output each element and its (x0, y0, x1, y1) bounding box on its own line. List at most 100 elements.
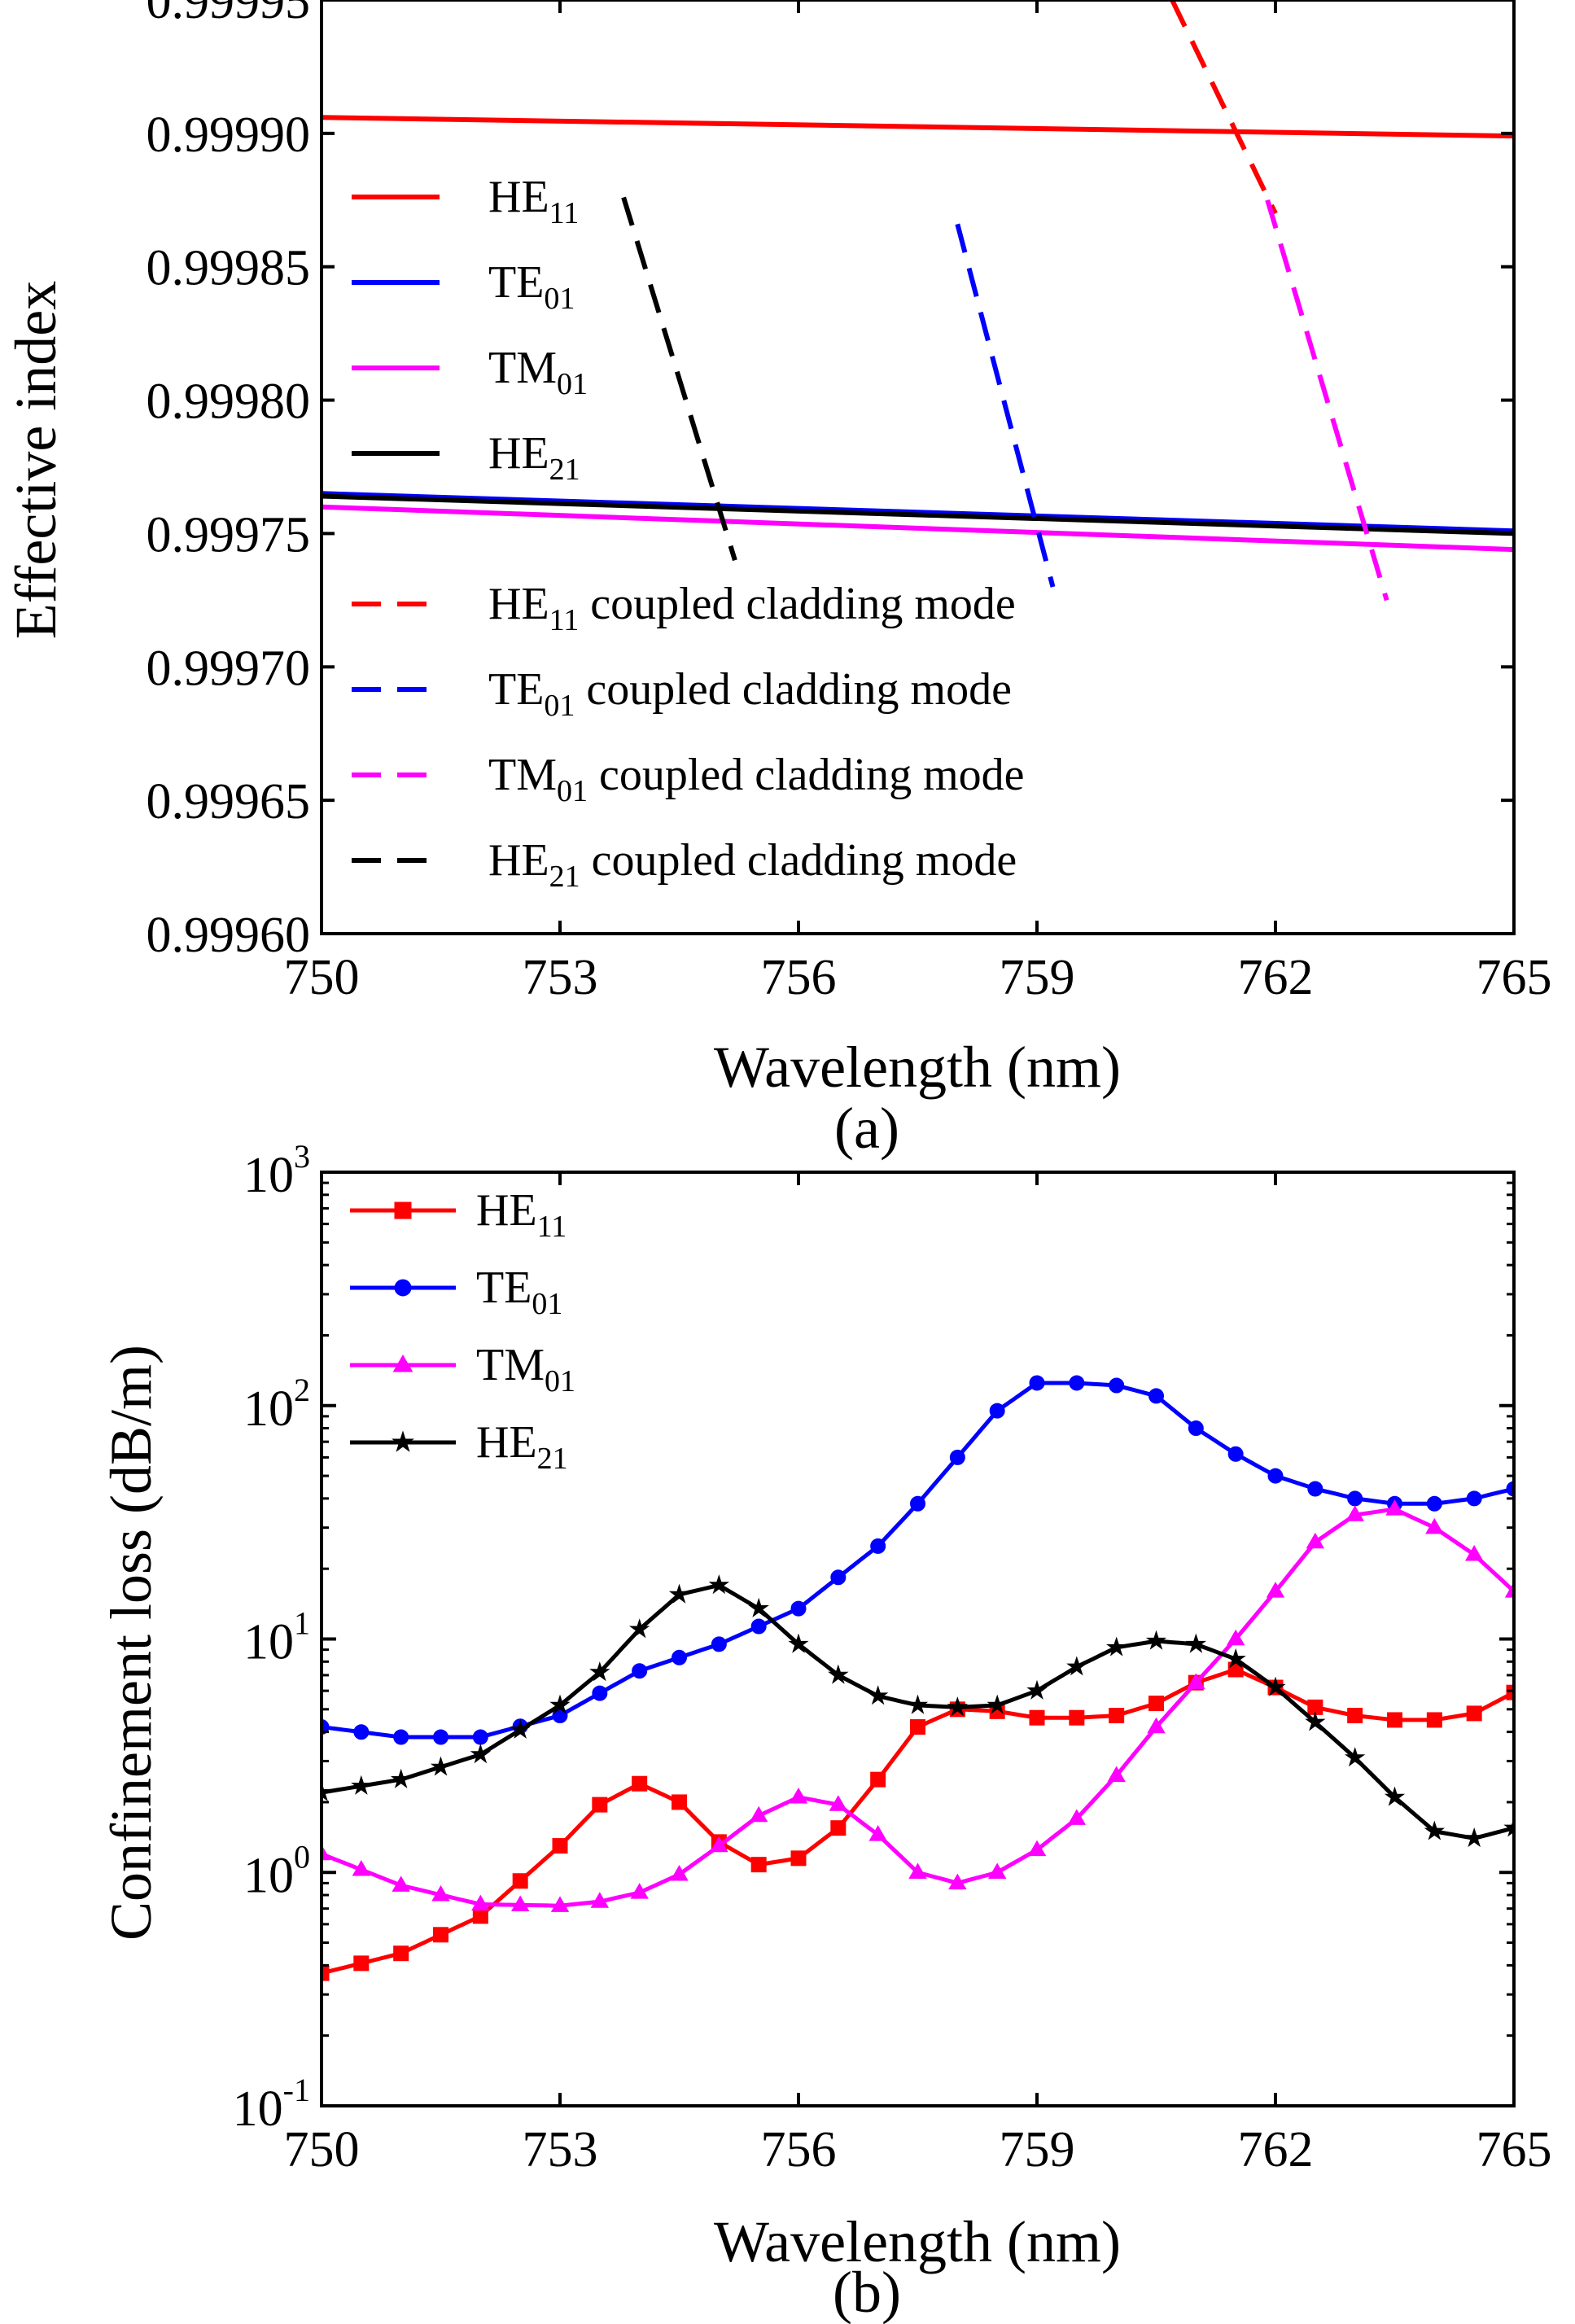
data-point (987, 1694, 1008, 1714)
data-point (1503, 1817, 1514, 1837)
data-point (322, 1965, 330, 1981)
data-point (632, 1663, 648, 1679)
data-point (1387, 1712, 1402, 1728)
panel-b-series-group (322, 1375, 1514, 1981)
data-point (828, 1664, 849, 1684)
panel-b-legend: HE11 TE01 TM01 HE21 (350, 1185, 575, 1476)
data-point (1185, 1633, 1207, 1653)
data-point (1385, 1499, 1404, 1516)
data-point (1188, 1420, 1204, 1437)
data-point (1148, 1696, 1164, 1712)
legend-label-0: HE11 (476, 1185, 567, 1244)
data-point (1029, 1375, 1045, 1391)
legend-label-6: TM01 coupled cladding mode (488, 750, 1025, 808)
data-point (353, 1955, 370, 1972)
data-point (1148, 1388, 1164, 1404)
data-point (788, 1633, 809, 1653)
data-point (322, 1719, 330, 1735)
data-point (512, 1873, 528, 1889)
data-point (1506, 1481, 1514, 1497)
panel-a-y-ticks: 0.99960 0.99965 0.99970 0.99975 0.99980 0.999… (147, 0, 1514, 963)
data-point (708, 1574, 730, 1595)
data-point (670, 1864, 689, 1881)
data-point (628, 1618, 650, 1639)
data-point (392, 1875, 410, 1892)
data-point (393, 1729, 409, 1745)
panel-b-label: (b) (833, 2260, 901, 2324)
data-point (750, 1857, 767, 1873)
series-markers-3 (322, 1574, 1514, 1848)
data-point (510, 1895, 530, 1912)
data-point (790, 1850, 807, 1867)
data-point (1506, 1684, 1514, 1700)
data-point (1265, 1676, 1286, 1696)
data-point (352, 1860, 371, 1876)
data-point (749, 1805, 768, 1823)
series-line-3 (322, 493, 1514, 536)
x-tick-label: 759 (1000, 2122, 1075, 2177)
data-point (1145, 1630, 1167, 1650)
y-tick-label: 101 (243, 1605, 310, 1670)
x-tick-label: 765 (1477, 2122, 1552, 2177)
data-point (949, 1449, 965, 1465)
panel-b-confinement-loss-chart: 750 753 756 759 762 765 10-1 100 101 102 103 HE11… (98, 1138, 1552, 2324)
data-point (1466, 1490, 1482, 1507)
data-point (790, 1600, 807, 1617)
legend-label-2: TM01 (476, 1340, 575, 1398)
x-tick-label: 750 (284, 2122, 360, 2177)
data-point (908, 1862, 927, 1879)
x-tick-label: 756 (761, 2122, 837, 2177)
data-point (549, 1694, 571, 1714)
data-point (829, 1795, 848, 1811)
data-point (1109, 1377, 1125, 1394)
data-point (1109, 1708, 1125, 1724)
data-point (592, 1685, 608, 1701)
data-point (1227, 1446, 1244, 1462)
data-point (870, 1771, 886, 1788)
data-point (552, 1838, 568, 1854)
data-point (1026, 1679, 1048, 1700)
data-point (907, 1694, 929, 1714)
panel-a-legend: HE11 TE01 TM01 HE21 HE11 coupled cladding mo… (352, 172, 1025, 894)
y-tick-label: 0.99980 (147, 374, 311, 430)
data-point (1306, 1532, 1325, 1549)
x-tick-label: 750 (284, 950, 360, 1005)
series-line-0 (322, 1667, 1514, 1976)
data-point (470, 1744, 492, 1764)
data-point (1225, 1648, 1246, 1669)
data-point (433, 1729, 448, 1745)
data-point (592, 1797, 608, 1813)
y-tick-label: 10-1 (233, 2072, 310, 2137)
series-line-6 (1265, 199, 1389, 602)
data-point (1066, 1656, 1087, 1676)
data-point (1347, 1490, 1363, 1507)
data-point (870, 1538, 886, 1554)
panel-a-x-ticks: 750 753 756 759 762 765 (284, 0, 1552, 1005)
data-point (1466, 1705, 1482, 1722)
legend-label-1: TE01 (488, 257, 575, 316)
data-point (947, 1696, 969, 1717)
legend-label-7: HE21 coupled cladding mode (488, 835, 1017, 894)
data-point (711, 1636, 727, 1652)
data-point (668, 1583, 690, 1604)
data-point (1464, 1544, 1484, 1561)
data-point (1187, 1673, 1205, 1689)
data-point (472, 1729, 488, 1745)
data-point (1107, 1766, 1126, 1782)
data-point (1226, 1629, 1245, 1646)
data-point (353, 1724, 370, 1740)
data-point (987, 1862, 1007, 1879)
data-point (672, 1649, 687, 1665)
data-point (471, 1894, 490, 1911)
data-point (322, 1781, 332, 1801)
data-point (989, 1403, 1005, 1419)
data-point (1307, 1481, 1323, 1497)
panel-b-y-ticks: 10-1 100 101 102 103 (233, 1138, 1514, 2137)
data-point (789, 1788, 808, 1804)
panel-b-x-ticks: 750 753 756 759 762 765 (284, 1172, 1552, 2177)
panel-a-plot-frame (320, 0, 1516, 935)
x-tick-label: 765 (1477, 950, 1552, 1005)
data-point (550, 1896, 570, 1912)
data-point (430, 1756, 452, 1776)
